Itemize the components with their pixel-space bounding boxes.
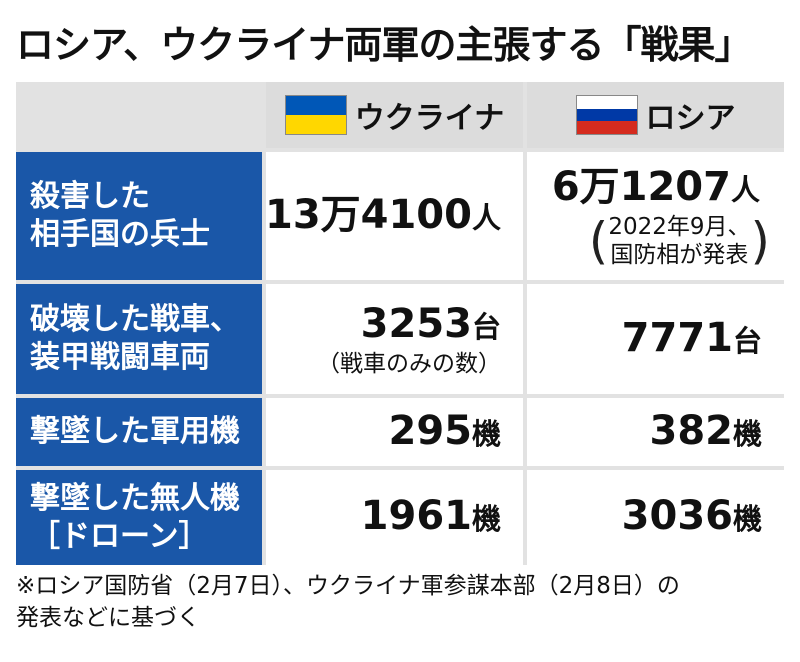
ukraine-value-killed: 13万4100人 <box>265 152 523 280</box>
russia-value-aircraft: 382機 <box>527 398 784 466</box>
page-title: ロシア、ウクライナ両軍の主張する「戦果」 <box>16 23 752 67</box>
comparison-table: ウクライナ ロシア 殺害した 相手国の兵士 13万4100人 6万1207人 (… <box>16 82 784 565</box>
russia-value-killed: 6万1207人 ( 2022年9月、 国防相が発表 ) <box>527 152 784 280</box>
column-header-label: ロシア <box>645 101 736 136</box>
row-label-killed-soldiers: 殺害した 相手国の兵士 <box>16 152 262 280</box>
value-note: ( 2022年9月、 国防相が発表 ) <box>588 211 770 270</box>
russia-value-drones: 3036機 <box>527 470 784 565</box>
row-label-downed-aircraft: 撃墜した軍用機 <box>16 398 262 466</box>
ukraine-value-tanks: 3253台 （戦車のみの数） <box>266 284 523 394</box>
column-header-label: ウクライナ <box>354 101 505 136</box>
column-header-russia: ロシア <box>527 82 784 148</box>
row-label-downed-drones: 撃墜した無人機 ［ドローン］ <box>16 470 262 565</box>
ukraine-flag-icon <box>284 95 347 135</box>
footnote: ※ロシア国防省（2月7日）、ウクライナ軍参謀本部（2月8日）の 発表などに基づく <box>16 573 680 631</box>
russia-value-tanks: 7771台 <box>527 284 784 394</box>
ukraine-value-aircraft: 295機 <box>266 398 523 466</box>
ukraine-value-drones: 1961機 <box>266 470 523 565</box>
value-note: （戦車のみの数） <box>317 350 501 377</box>
column-header-ukraine: ウクライナ <box>266 82 523 148</box>
row-label-destroyed-tanks: 破壊した戦車、 装甲戦闘車両 <box>16 284 262 394</box>
russia-flag-icon <box>575 95 638 135</box>
